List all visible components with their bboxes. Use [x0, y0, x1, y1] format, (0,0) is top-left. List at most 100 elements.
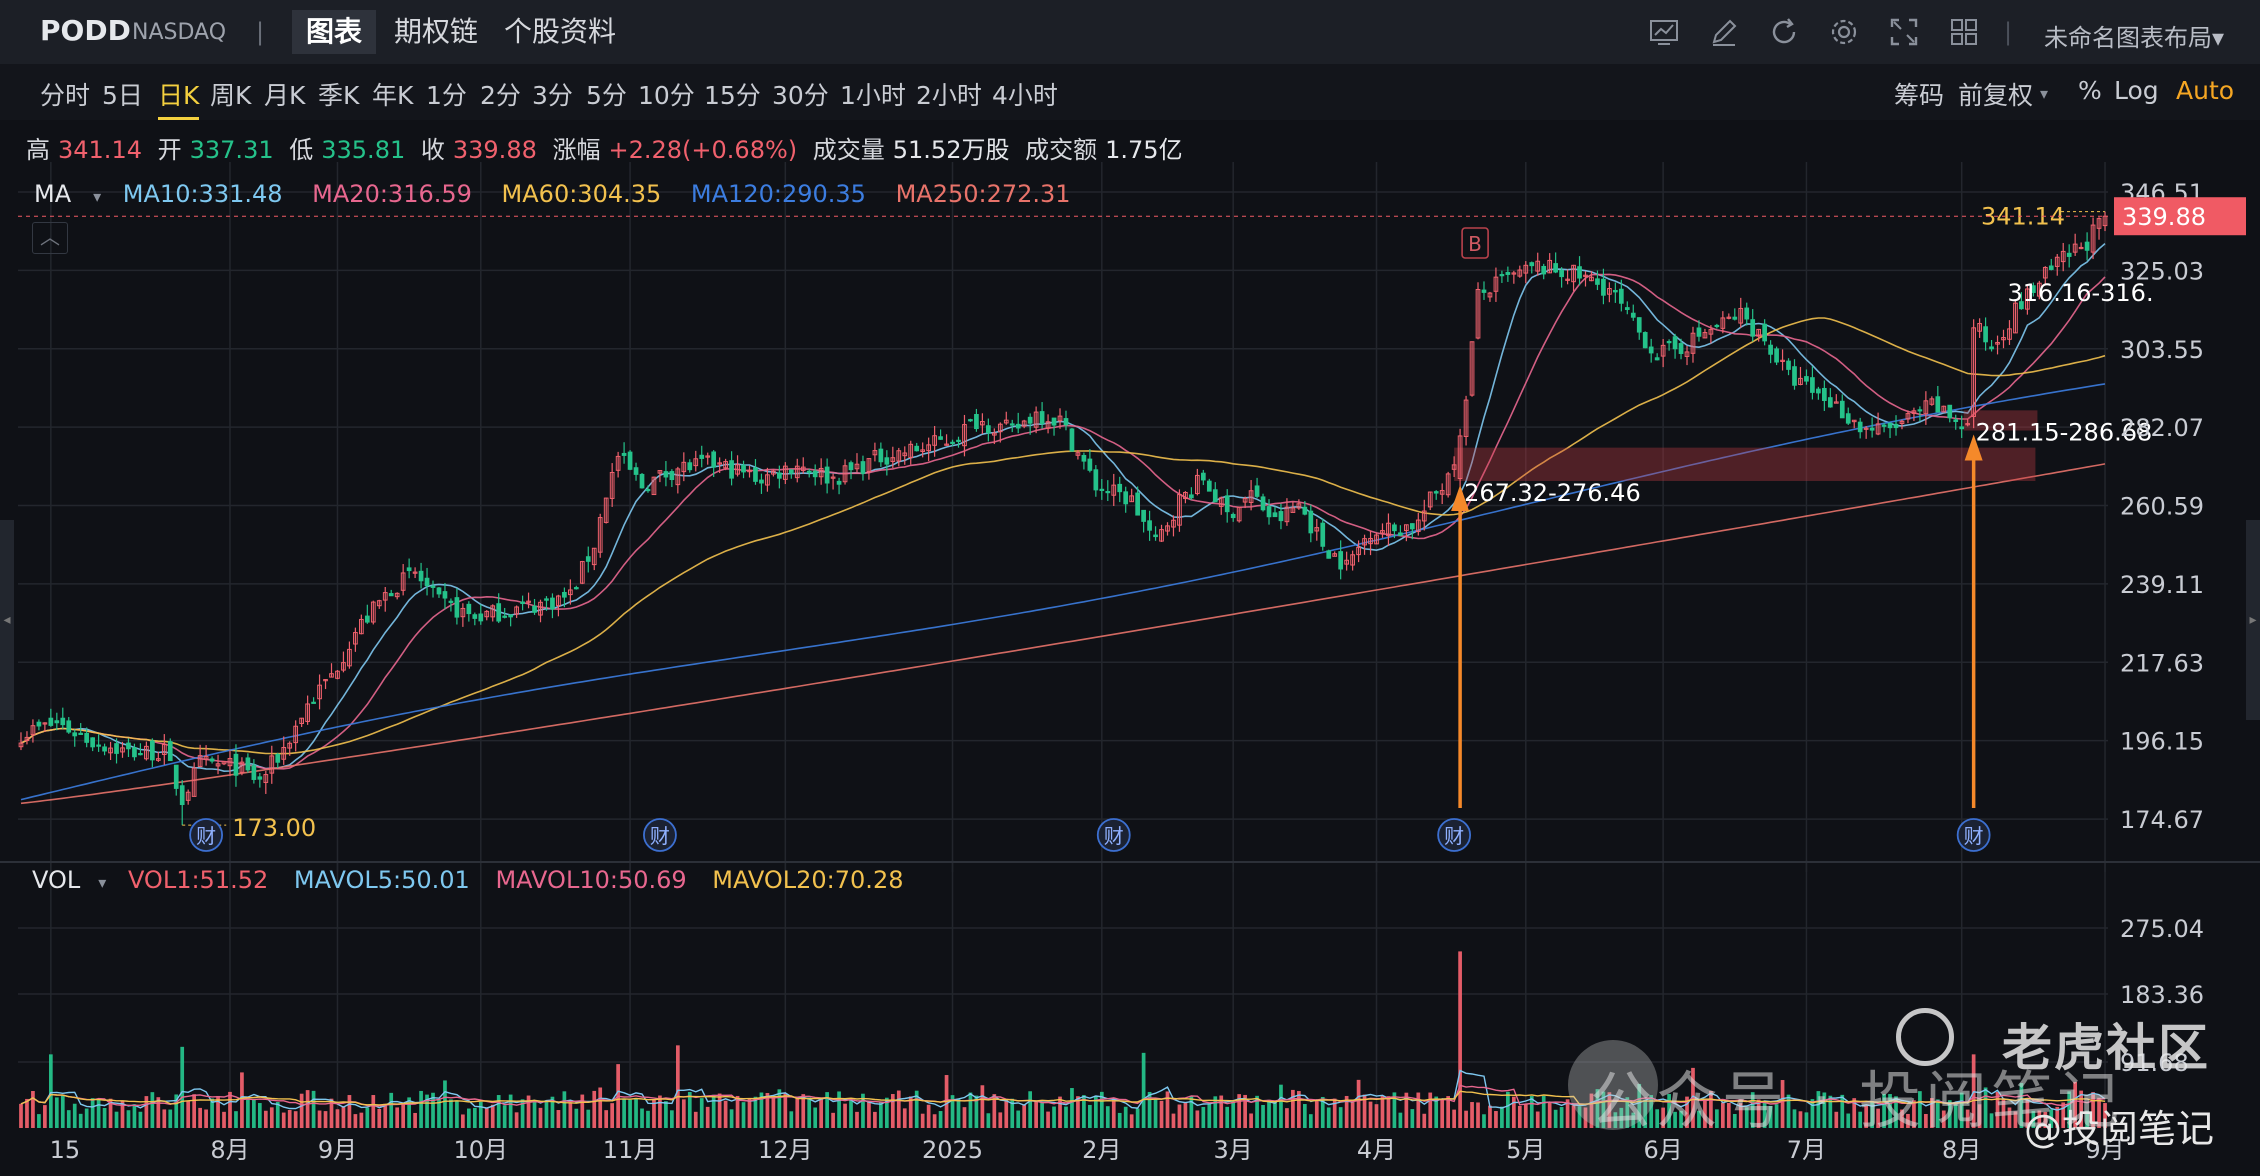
y-tick-label: 260.59 — [2120, 493, 2204, 521]
candle-body — [448, 600, 454, 603]
volume-bar — [884, 1097, 889, 1128]
fullscreen-icon[interactable] — [1888, 16, 1920, 48]
volume-bar — [1947, 1100, 1952, 1128]
volume-value: 51.52万股 — [892, 136, 1010, 164]
draw-icon[interactable] — [1708, 16, 1740, 48]
volume-bar — [162, 1109, 167, 1128]
high-value: 341.14 — [58, 136, 142, 164]
tf-daily[interactable]: 日K — [158, 76, 200, 120]
collapse-legend-button[interactable]: ︿ — [32, 222, 68, 254]
tf-monthly[interactable]: 月K — [264, 81, 306, 110]
vol-indicator-button[interactable]: VOL — [32, 866, 81, 894]
auto-toggle[interactable]: Auto — [2176, 76, 2235, 105]
tf-2min[interactable]: 2分 — [480, 81, 521, 110]
open-value: 337.31 — [189, 136, 274, 164]
tf-10min[interactable]: 10分 — [638, 81, 695, 110]
volume-bar — [908, 1096, 913, 1128]
tab-option-chain[interactable]: 期权链 — [394, 15, 479, 48]
candle-body — [1989, 346, 1994, 350]
volume-ma-lines — [20, 1069, 2106, 1111]
volume-bar — [287, 1109, 292, 1128]
tab-stock-profile[interactable]: 个股资料 — [504, 15, 617, 48]
earnings-marker-label: 财 — [1104, 824, 1124, 848]
tf-1hour[interactable]: 1小时 — [840, 81, 906, 110]
volume-bar — [1673, 1111, 1677, 1128]
candle-body — [1953, 419, 1959, 422]
vol-caret-icon[interactable]: ▾ — [98, 873, 107, 892]
volume-bar — [974, 1095, 979, 1128]
earnings-marker-2 — [643, 818, 677, 852]
volume-bar — [1302, 1104, 1307, 1128]
tf-15min[interactable]: 15分 — [704, 81, 761, 110]
candle-body — [370, 601, 376, 623]
x-tick-label: 11月 — [603, 1136, 658, 1164]
scroll-right-handle[interactable]: ▸ — [2246, 520, 2260, 720]
settings-icon[interactable] — [1828, 16, 1860, 48]
tf-5day[interactable]: 5日 — [102, 81, 143, 110]
candle-body — [239, 761, 245, 773]
candle-body — [1117, 483, 1123, 493]
volume-bar — [789, 1111, 794, 1128]
percent-toggle[interactable]: % — [2078, 76, 2102, 105]
tf-30min[interactable]: 30分 — [772, 81, 829, 110]
volume-bar — [1870, 1101, 1874, 1128]
turnover-label: 成交额 — [1025, 136, 1098, 164]
y-tick-label: 325.03 — [2120, 257, 2204, 285]
tf-3min[interactable]: 3分 — [532, 81, 573, 110]
volume-bar — [658, 1095, 662, 1128]
candle-body — [1433, 491, 1439, 494]
ma-caret-icon[interactable]: ▾ — [93, 187, 102, 206]
volume-bar — [1111, 1097, 1116, 1128]
candle-body — [66, 720, 72, 733]
tf-yearly[interactable]: 年K — [372, 81, 414, 110]
ticker-symbol[interactable]: PODD — [40, 14, 131, 47]
candle-body — [161, 743, 167, 755]
candle-body — [1308, 510, 1314, 534]
candle-body — [1380, 530, 1385, 534]
layout-selector[interactable]: 未命名图表布局▾ — [2043, 24, 2224, 52]
adjust-selector[interactable]: 前复权 — [1958, 81, 2034, 110]
tab-chart[interactable]: 图表 — [292, 10, 377, 54]
scroll-left-handle[interactable]: ◂ — [0, 520, 14, 720]
candle-body — [394, 592, 400, 598]
adjust-caret-icon[interactable]: ▾ — [2040, 84, 2049, 103]
tf-quarterly[interactable]: 季K — [318, 81, 360, 110]
indicator-icon[interactable] — [1648, 16, 1680, 48]
volume-bar — [646, 1110, 650, 1128]
tf-5min[interactable]: 5分 — [586, 81, 627, 110]
tf-4hour[interactable]: 4小时 — [992, 81, 1058, 110]
candle-body — [478, 613, 484, 622]
tf-1min[interactable]: 1分 — [426, 81, 467, 110]
volume-bar — [1052, 1106, 1056, 1128]
chips-button[interactable]: 筹码 — [1894, 81, 1945, 110]
layout-grid-icon[interactable] — [1948, 16, 1980, 48]
log-toggle[interactable]: Log — [2114, 76, 2159, 105]
candle-body — [914, 445, 920, 452]
tf-2hour[interactable]: 2小时 — [916, 81, 982, 110]
tf-weekly[interactable]: 周K — [210, 81, 252, 110]
volume-bar — [1613, 1112, 1618, 1128]
candle-body — [771, 470, 776, 475]
candle-body — [747, 469, 752, 473]
volume-bar — [1804, 1112, 1809, 1128]
candle-body — [1021, 420, 1027, 427]
volume-bar — [1983, 1087, 1988, 1128]
ma-indicator-button[interactable]: MA — [34, 180, 72, 208]
open-label: 开 — [157, 136, 182, 164]
tf-intraday[interactable]: 分时 — [40, 81, 91, 110]
volume-bar — [2025, 1099, 2030, 1128]
candle-body — [1218, 497, 1224, 507]
volume-bar — [2085, 1110, 2089, 1128]
refresh-icon[interactable] — [1768, 16, 1800, 48]
candle-body — [1338, 551, 1344, 570]
vol-tick-label: 275.04 — [2120, 915, 2204, 943]
volume-bar — [1362, 1094, 1367, 1128]
x-tick-label: 6月 — [1643, 1136, 1682, 1164]
candle-body — [1624, 307, 1630, 310]
candle-body — [794, 465, 800, 479]
candle-body — [1792, 366, 1797, 386]
volume-bar — [831, 1112, 835, 1128]
candle-body — [1756, 328, 1762, 337]
candle-body — [788, 469, 794, 474]
